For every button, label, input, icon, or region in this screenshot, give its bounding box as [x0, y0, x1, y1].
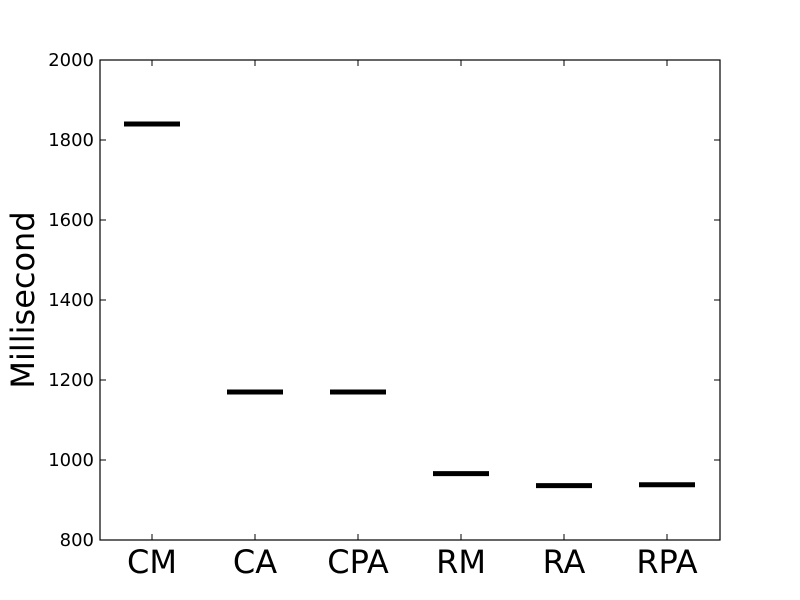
x-category-label: CA [233, 543, 277, 581]
plot-area-frame [99, 59, 721, 541]
y-tick-label: 2000 [48, 50, 94, 71]
x-category-label: RA [543, 543, 586, 581]
y-tick-label: 1800 [48, 130, 94, 151]
y-tick-label: 1000 [48, 450, 94, 471]
y-tick-label: 1600 [48, 210, 94, 231]
data-markers [124, 121, 695, 489]
x-category-label: CPA [327, 543, 389, 581]
x-category-label: RPA [636, 543, 697, 581]
y-axis-title: Millisecond [4, 211, 42, 388]
y-ticks: 800 1000 1200 1400 1600 1800 2000 [48, 50, 720, 551]
x-category-label: CM [127, 543, 177, 581]
y-tick-label: 800 [60, 530, 94, 551]
x-category-label: RM [436, 543, 486, 581]
y-tick-label: 1400 [48, 290, 94, 311]
x-ticks: CM CA CPA RM RA RPA [127, 60, 698, 581]
y-tick-label: 1200 [48, 370, 94, 391]
